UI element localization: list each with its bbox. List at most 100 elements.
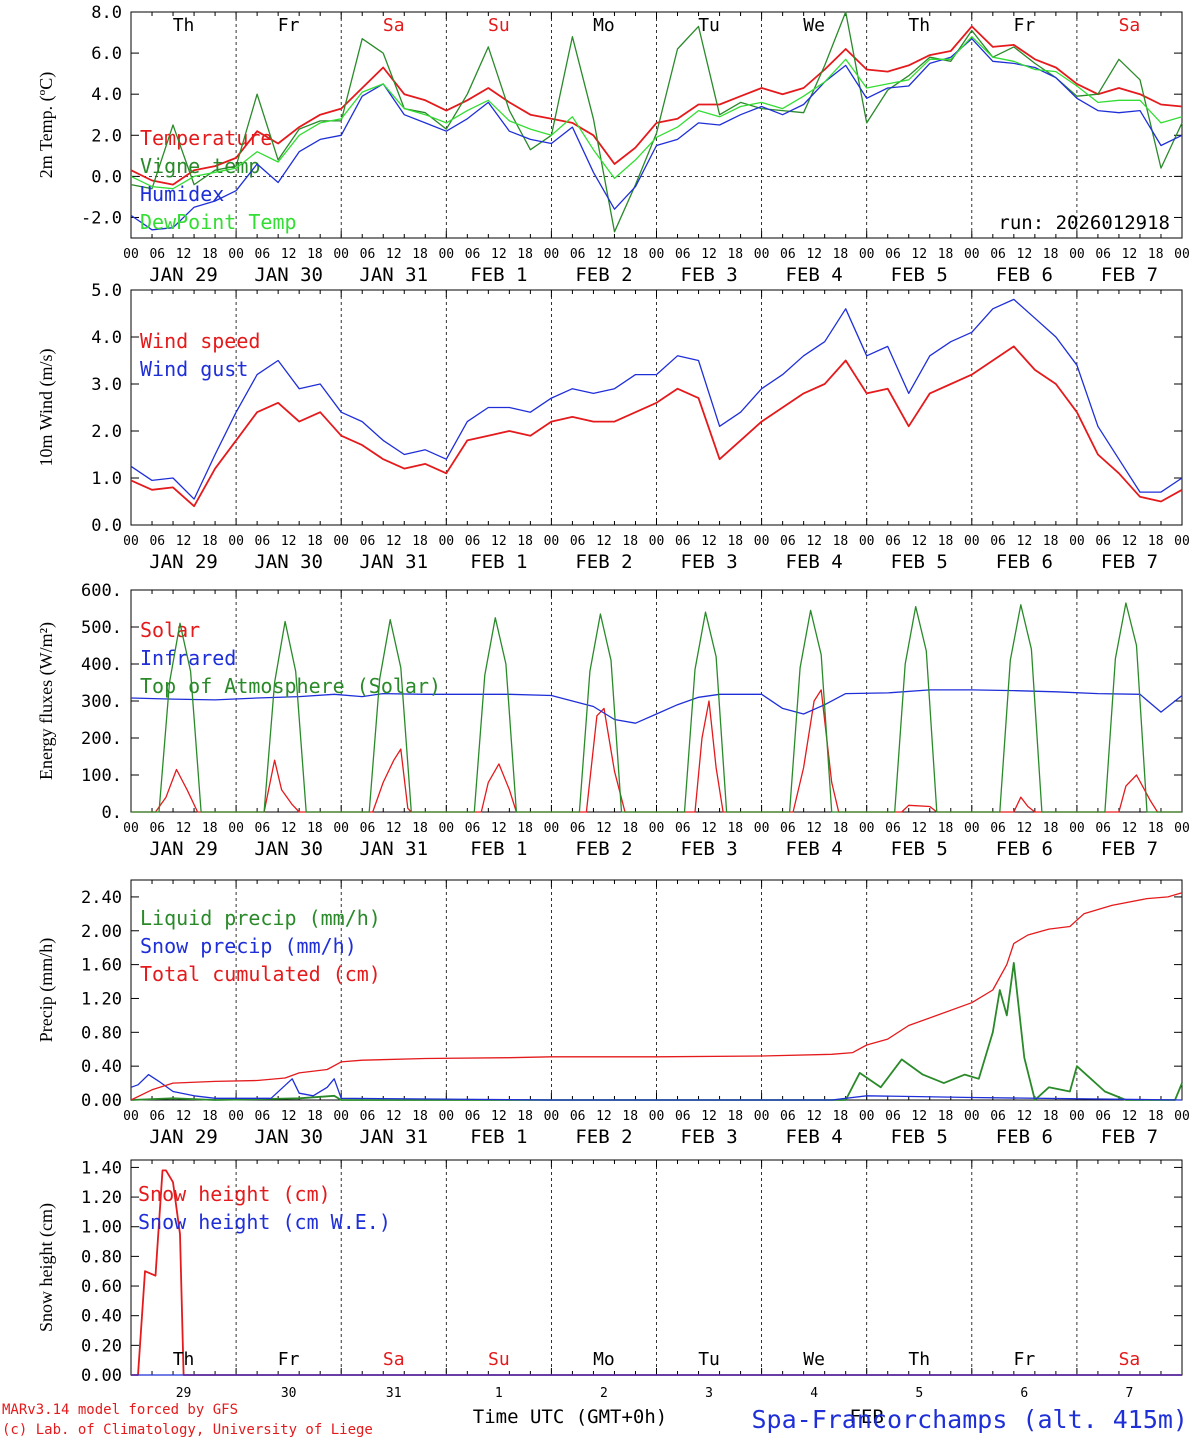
model-credit: MARv3.14 model forced by GFS xyxy=(2,1402,238,1418)
day-name: Sa xyxy=(1119,15,1141,36)
legend-entry: Total cumulated (cm) xyxy=(140,962,381,986)
x-hour-label: 00 xyxy=(544,534,560,549)
x-hour-label: 06 xyxy=(360,534,376,549)
x-hour-label: 06 xyxy=(885,247,901,262)
x-date-label: JAN 29 xyxy=(149,551,218,573)
x-hour-label: 18 xyxy=(517,1109,533,1124)
x-hour-label: 00 xyxy=(859,247,875,262)
x-date-label: FEB 6 xyxy=(996,838,1053,860)
x-hour-label: 18 xyxy=(1148,1109,1164,1124)
x-date-label: FEB 4 xyxy=(786,551,843,573)
panel-4: 0.00 0.40 0.80 1.20 1.60 2.00 2.40 Precip (mm/h… xyxy=(36,879,1190,1148)
x-hour-label: 06 xyxy=(465,247,481,262)
x-hour-label: 18 xyxy=(202,1109,218,1124)
x-hour-label: 06 xyxy=(780,247,796,262)
x-hour-label: 00 xyxy=(333,247,349,262)
x-hour-label: 00 xyxy=(964,1109,980,1124)
x-hour-label: 00 xyxy=(123,534,139,549)
x-hour-label: 12 xyxy=(596,534,612,549)
x-date-label: FEB 7 xyxy=(1101,838,1158,860)
x-date-label: FEB 4 xyxy=(786,264,843,286)
y-tick-label: 0.80 xyxy=(81,1247,122,1267)
x-hour-label: 06 xyxy=(255,1109,271,1124)
x-hour-label: 00 xyxy=(649,247,665,262)
legend-entry: Solar xyxy=(140,618,200,642)
x-hour-label: 06 xyxy=(360,821,376,836)
panel-5: 0.00 0.20 0.40 0.60 0.80 1.00 1.20 1.40 Snow hei… xyxy=(36,1158,1183,1428)
x-hour-label: 18 xyxy=(938,821,954,836)
x-hour-label: 12 xyxy=(701,534,717,549)
y-tick-label: 0.40 xyxy=(81,1307,122,1327)
x-date-label: JAN 30 xyxy=(254,838,323,860)
y-tick-label: 4.0 xyxy=(91,85,122,105)
x-hour-label: 12 xyxy=(911,534,927,549)
x-date-label: FEB 1 xyxy=(470,551,527,573)
y-tick-label: 0.00 xyxy=(81,1366,122,1386)
x-hour-label: 00 xyxy=(438,821,454,836)
x-hour-label: 18 xyxy=(622,534,638,549)
x-hour-label: 06 xyxy=(255,247,271,262)
x-hour-label: 12 xyxy=(176,534,192,549)
x-hour-label: 12 xyxy=(386,247,402,262)
y-tick-label: 2.00 xyxy=(81,922,122,942)
x-hour-label: 06 xyxy=(255,821,271,836)
x-hour-label: 06 xyxy=(885,1109,901,1124)
day-name: Sa xyxy=(383,1349,405,1370)
series-line-1 xyxy=(130,962,1183,1101)
x-date-label: JAN 31 xyxy=(359,838,428,860)
y-tick-label: 300. xyxy=(81,692,122,712)
day-name: Fr xyxy=(278,1349,300,1370)
x-hour-label: 18 xyxy=(307,247,323,262)
x-hour-label: 00 xyxy=(964,821,980,836)
x-day-number: 2 xyxy=(600,1386,608,1401)
x-hour-label: 06 xyxy=(255,534,271,549)
day-name: Tu xyxy=(698,15,720,36)
x-hour-label: 12 xyxy=(281,534,297,549)
x-hour-label: 06 xyxy=(780,534,796,549)
x-hour-label: 06 xyxy=(465,534,481,549)
x-date-label: FEB 7 xyxy=(1101,1126,1158,1148)
x-hour-label: 12 xyxy=(806,247,822,262)
x-hour-label: 06 xyxy=(780,1109,796,1124)
x-hour-label: 00 xyxy=(544,247,560,262)
legend-entry: Temperature xyxy=(140,126,272,150)
x-hour-label: 18 xyxy=(202,534,218,549)
footer: MARv3.14 model forced by GFS (c) Lab. of … xyxy=(2,1402,1188,1438)
y-tick-label: 1.00 xyxy=(81,1218,122,1238)
x-hour-label: 00 xyxy=(649,1109,665,1124)
x-date-label: FEB 6 xyxy=(996,264,1053,286)
x-hour-label: 00 xyxy=(544,1109,560,1124)
x-hour-label: 00 xyxy=(1174,247,1190,262)
x-hour-label: 12 xyxy=(596,1109,612,1124)
y-tick-label: 0.60 xyxy=(81,1277,122,1297)
x-hour-label: 00 xyxy=(964,534,980,549)
x-date-label: JAN 29 xyxy=(149,264,218,286)
x-hour-label: 06 xyxy=(570,534,586,549)
x-hour-label: 06 xyxy=(1095,821,1111,836)
x-hour-label: 00 xyxy=(123,247,139,262)
x-date-label: FEB 5 xyxy=(891,1126,948,1148)
day-name: Su xyxy=(488,1349,510,1370)
x-hour-label: 00 xyxy=(123,821,139,836)
x-hour-label: 00 xyxy=(859,821,875,836)
x-hour-label: 12 xyxy=(701,247,717,262)
x-hour-label: 12 xyxy=(386,534,402,549)
x-hour-label: 06 xyxy=(1095,1109,1111,1124)
x-hour-label: 00 xyxy=(438,1109,454,1124)
series-line-3 xyxy=(130,892,1183,1101)
x-date-label: JAN 31 xyxy=(359,551,428,573)
x-date-label: FEB 4 xyxy=(786,838,843,860)
series-line-1 xyxy=(131,689,1182,813)
day-name: Th xyxy=(908,15,930,36)
x-hour-label: 18 xyxy=(1043,534,1059,549)
x-hour-label: 18 xyxy=(833,821,849,836)
x-hour-label: 18 xyxy=(727,821,743,836)
y-tick-label: 0.0 xyxy=(91,516,122,536)
x-hour-label: 18 xyxy=(622,1109,638,1124)
x-hour-label: 18 xyxy=(622,821,638,836)
x-hour-label: 12 xyxy=(491,821,507,836)
x-hour-label: 06 xyxy=(675,534,691,549)
y-tick-label: 4.0 xyxy=(91,328,122,348)
x-date-label: JAN 30 xyxy=(254,264,323,286)
y-tick-label: 1.20 xyxy=(81,1188,122,1208)
